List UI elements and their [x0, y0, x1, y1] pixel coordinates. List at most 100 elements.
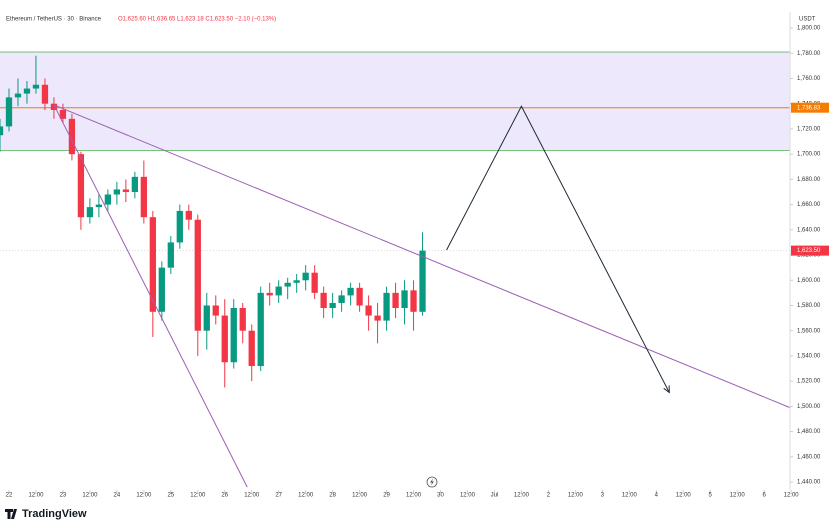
x-tick-label: 12:00: [298, 493, 314, 499]
y-tick-label: 1,780.00: [797, 51, 821, 57]
candle-body: [266, 292, 273, 296]
candle-body: [302, 272, 309, 281]
y-tick-label: 1,720.00: [797, 126, 821, 132]
x-tick-label: 2: [547, 493, 551, 499]
zone: [0, 51, 790, 151]
x-tick-label: 12:00: [460, 493, 476, 499]
candle-body: [176, 210, 183, 243]
candle-body: [356, 287, 363, 306]
y-tick-label: 1,580.00: [797, 303, 821, 309]
x-tick-label: 3: [601, 493, 605, 499]
candle-body: [50, 103, 58, 110]
y-tick-label: 1,700.00: [797, 152, 821, 158]
x-tick-label: 12:00: [784, 493, 800, 499]
x-tick-label: 12:00: [406, 493, 422, 499]
candle-body: [32, 84, 40, 89]
alert-icon: [426, 476, 438, 488]
x-tick-label: 12:00: [568, 493, 584, 499]
candle-body: [311, 272, 318, 293]
candle-body: [257, 292, 264, 367]
y-tick-label: 1,440.00: [797, 480, 821, 486]
candle-body: [392, 292, 399, 309]
candle-body: [320, 292, 327, 309]
candle-body: [185, 210, 192, 220]
candle-body: [374, 315, 381, 321]
candle-body: [86, 207, 94, 218]
candle-body: [230, 308, 237, 363]
candle-body: [338, 295, 345, 303]
trendline: [53, 104, 791, 409]
y-tick-label: 1,800.00: [797, 26, 821, 32]
candle-body: [23, 88, 31, 94]
x-tick-label: 30: [437, 493, 444, 499]
y-tick-label: 1,660.00: [797, 202, 821, 208]
x-tick-label: 12:00: [28, 493, 44, 499]
y-tick-label: 1,500.00: [797, 404, 821, 410]
candle-body: [122, 189, 130, 192]
candle-body: [14, 93, 22, 98]
x-tick-label: 5: [709, 493, 713, 499]
x-tick-label: 12:00: [244, 493, 260, 499]
currency: USDT: [799, 17, 816, 23]
candle-body: [77, 154, 85, 218]
candle-body: [212, 305, 219, 316]
x-tick-label: 29: [383, 493, 390, 499]
candle-body: [41, 84, 49, 104]
y-tick-label: 1,540.00: [797, 354, 821, 360]
candle-body: [131, 176, 138, 192]
x-tick-label: 24: [114, 493, 121, 499]
candle-body: [284, 282, 291, 287]
y-tick-label: 1,640.00: [797, 227, 821, 233]
candle-body: [149, 217, 156, 312]
candle-body: [95, 204, 103, 208]
x-tick-label: 28: [329, 493, 336, 499]
candle-body: [221, 315, 228, 363]
x-tick-label: 12:00: [82, 493, 98, 499]
x-tick-label: 23: [60, 493, 67, 499]
x-tick-label: 4: [655, 493, 659, 499]
candle-body: [68, 118, 76, 155]
x-tick-label: 12:00: [190, 493, 206, 499]
candle-body: [401, 290, 408, 309]
candle-body: [194, 219, 201, 331]
candle-body: [0, 126, 4, 136]
x-tick-label: 12:00: [514, 493, 530, 499]
y-tick-label: 1,460.00: [797, 454, 821, 460]
level-tag-bg: [791, 102, 829, 113]
candle-body: [167, 242, 174, 268]
candle-body: [410, 290, 417, 312]
candle-body: [347, 287, 354, 296]
candle-body: [293, 280, 300, 283]
price-tag: 1,623.50: [797, 248, 821, 254]
symbol: Ethereum / TetherUS · 30 · Binance: [6, 17, 102, 23]
candle-body: [203, 305, 210, 331]
candle-body: [104, 194, 112, 205]
candle-body: [5, 97, 13, 127]
brand: TradingView: [22, 508, 87, 520]
ohlc: O1,625.60 H1,636.65 L1,623.18 C1,623.50 …: [118, 17, 276, 23]
x-tick-label: 12:00: [622, 493, 638, 499]
candle-body: [365, 305, 372, 316]
candle-body: [239, 308, 246, 331]
arrow-head: [663, 385, 670, 394]
x-tick-label: 25: [167, 493, 174, 499]
x-tick-label: 27: [275, 493, 282, 499]
y-tick-label: 1,680.00: [797, 177, 821, 183]
trendline: [53, 104, 248, 488]
y-tick-label: 1,520.00: [797, 379, 821, 385]
candle-body: [329, 302, 336, 309]
candle-body: [140, 176, 147, 218]
x-tick-label: 6: [762, 493, 766, 499]
x-tick-label: Jul: [491, 493, 499, 499]
logo: TradingView: [5, 508, 87, 520]
y-tick-label: 1,760.00: [797, 76, 821, 82]
x-tick-label: 26: [221, 493, 228, 499]
y-tick-label: 1,600.00: [797, 278, 821, 284]
candle-body: [419, 250, 426, 312]
candle-body: [383, 292, 390, 321]
plot-area: [0, 51, 791, 488]
candle-body: [113, 189, 121, 195]
y-tick-label: 1,560.00: [797, 328, 821, 334]
candle-body: [158, 267, 165, 312]
